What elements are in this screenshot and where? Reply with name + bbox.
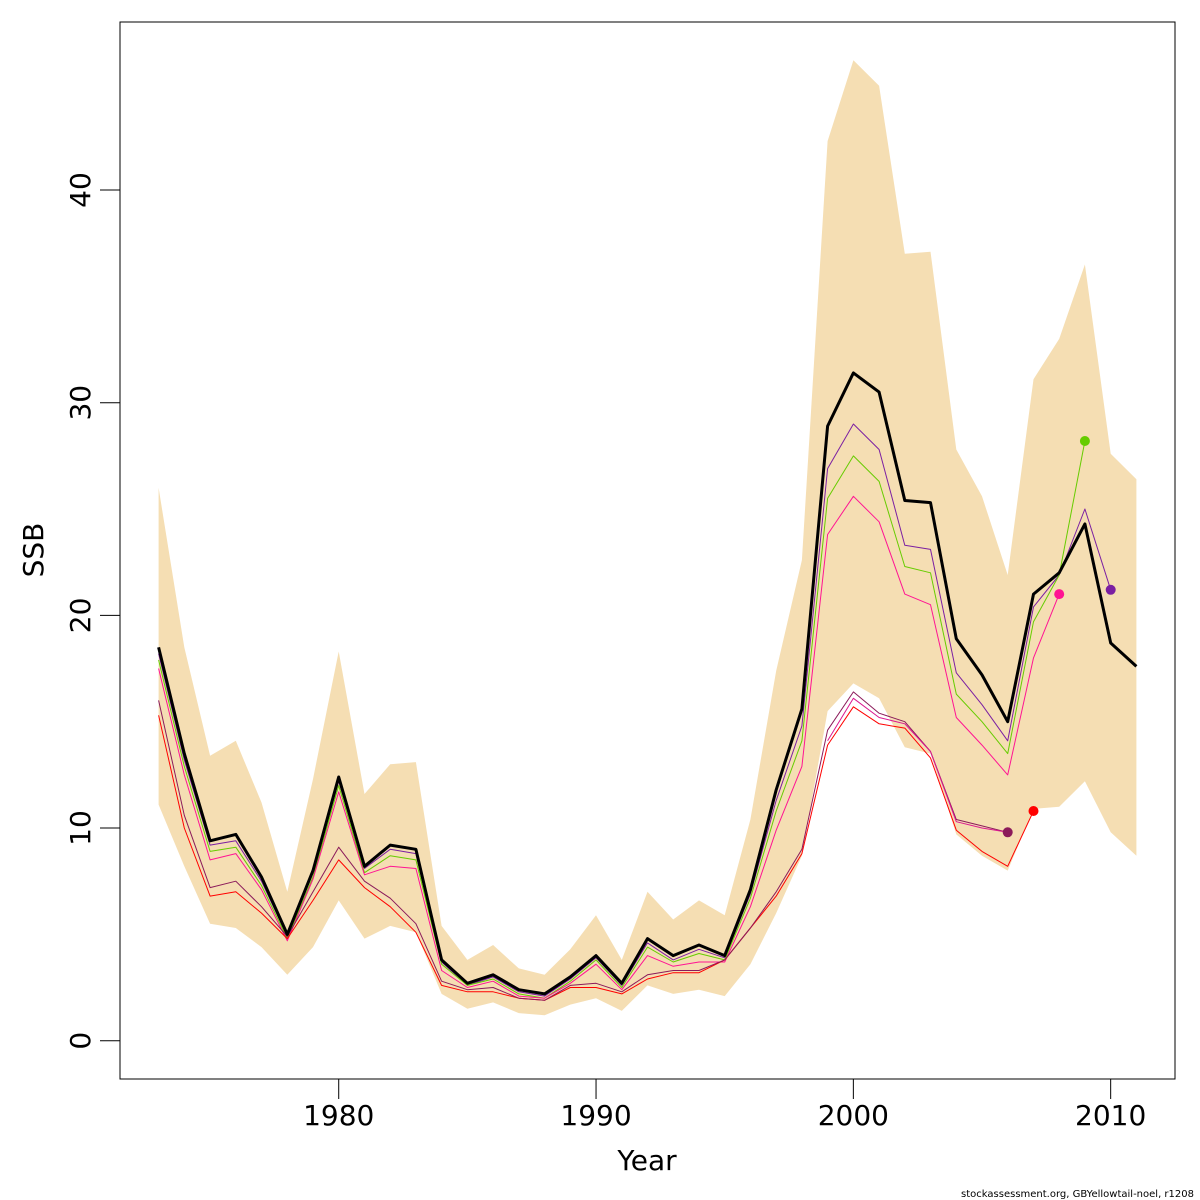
- series-end-point-6: [1002, 827, 1013, 838]
- x-axis: 1980 1990 2000 2010: [303, 1078, 1146, 1132]
- end-points-layer: [1002, 436, 1116, 838]
- y-tick-label: 30: [64, 385, 97, 421]
- y-tick-label: 0: [64, 1032, 97, 1050]
- x-tick-label: 2010: [1075, 1099, 1146, 1132]
- series-end-point-4: [1054, 589, 1065, 600]
- x-tick-label: 1980: [303, 1099, 374, 1132]
- y-axis-title: SSB: [17, 523, 50, 578]
- series-line-5: [158, 706, 1034, 1001]
- series-end-point-2: [1105, 584, 1116, 595]
- series-line-4: [158, 495, 1060, 999]
- x-axis-title: Year: [616, 1144, 677, 1177]
- confidence-band: [158, 60, 1137, 1016]
- y-tick-label: 10: [64, 810, 97, 846]
- y-axis: 0 10 20 30 40: [64, 172, 121, 1050]
- x-tick-label: 1990: [560, 1099, 631, 1132]
- series-end-point-3: [1079, 436, 1090, 446]
- series-line-1: [157, 371, 1138, 996]
- y-tick-label: 40: [64, 172, 97, 208]
- y-tick-label: 20: [64, 598, 97, 634]
- series-line-3: [158, 440, 1086, 999]
- series-end-point-5: [1028, 806, 1039, 816]
- confidence-band-layer: [158, 60, 1137, 1016]
- series-layer: [157, 371, 1138, 1001]
- series-line-6: [158, 691, 1008, 1001]
- footer-credit: stockassessment.org, GBYellowtail-noel, …: [961, 1189, 1194, 1200]
- x-tick-label: 2000: [818, 1099, 889, 1132]
- series-line-7: [827, 697, 1008, 833]
